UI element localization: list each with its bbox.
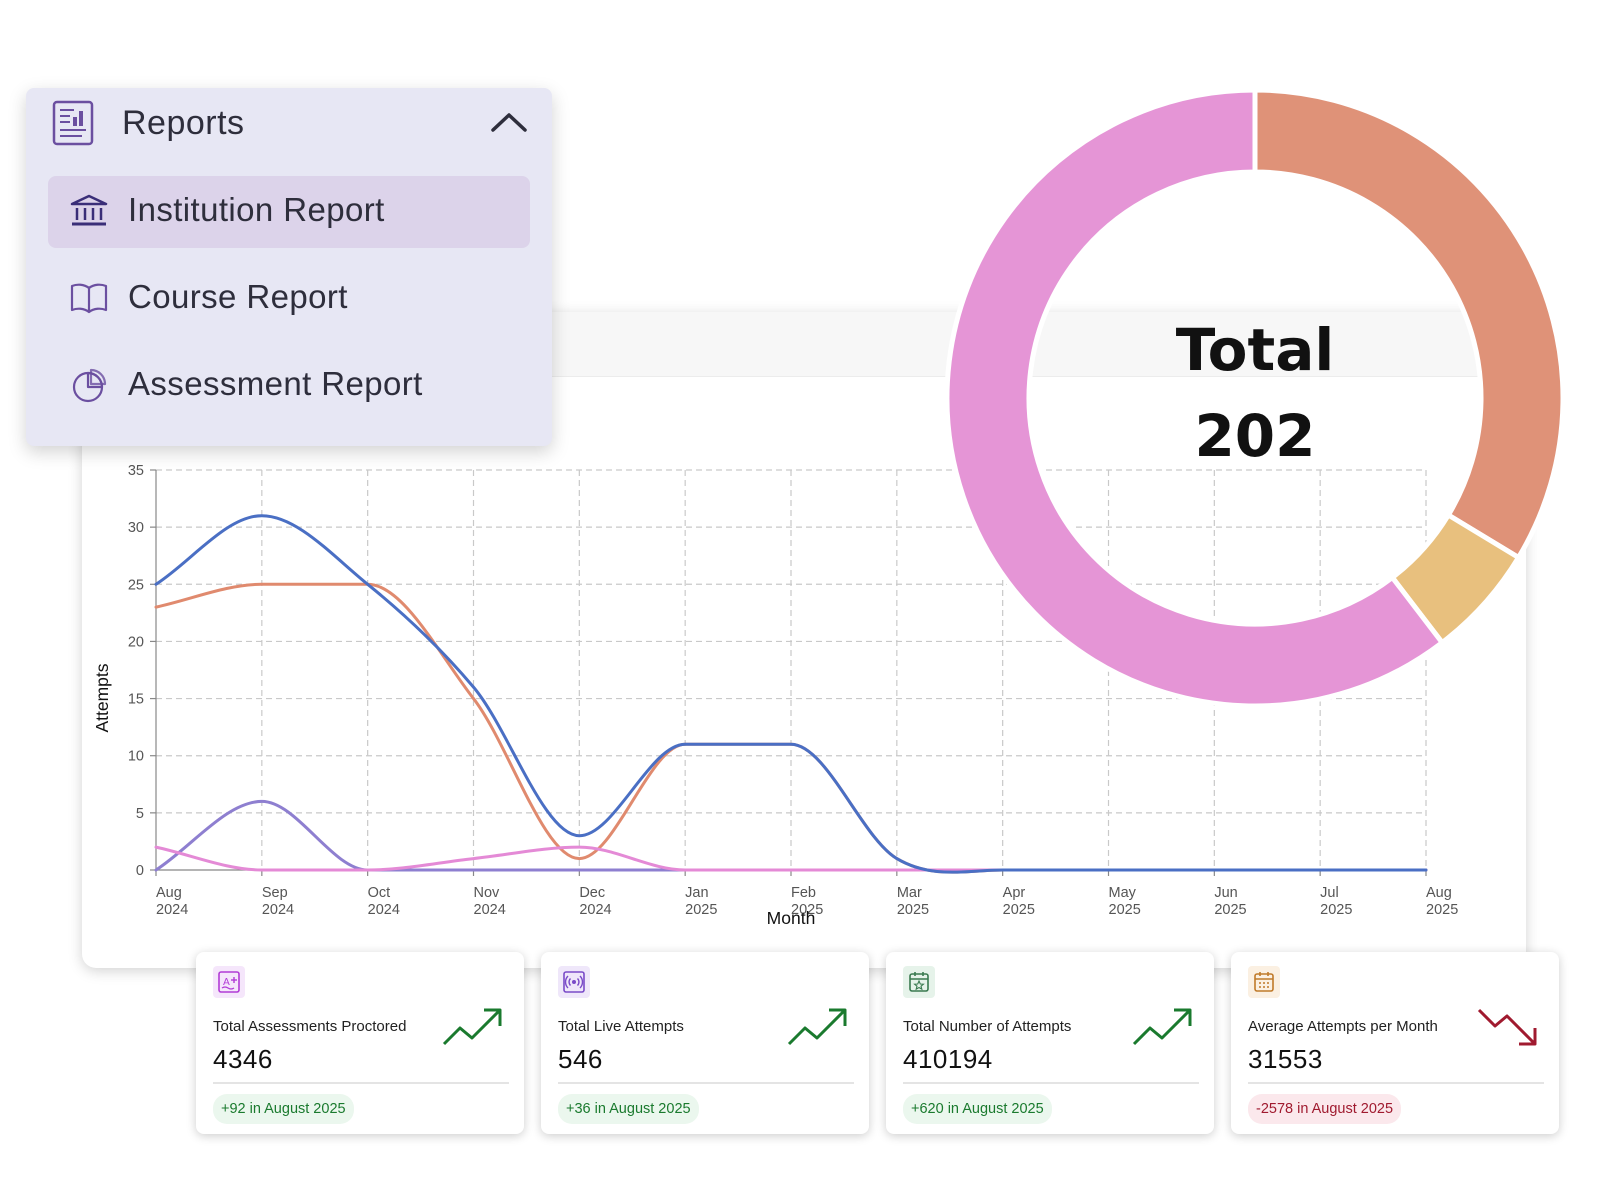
stat-card-average-attempts[interactable]: Average Attempts per Month 31553 -2578 i… [1231, 952, 1559, 1134]
donut-slice-2 [945, 88, 1446, 708]
card-divider [558, 1082, 854, 1084]
card-value: 546 [558, 1044, 603, 1074]
card-value: 31553 [1248, 1044, 1323, 1074]
card-title: Total Assessments Proctored [213, 1018, 407, 1035]
card-title: Total Number of Attempts [903, 1018, 1072, 1035]
x-tick-label: Jul 2025 [1320, 885, 1352, 918]
x-tick-label: Aug 2025 [1426, 885, 1458, 918]
y-tick-label: 25 [128, 577, 144, 593]
y-tick-label: 30 [128, 520, 144, 536]
card-title: Average Attempts per Month [1248, 1018, 1438, 1035]
card-divider [903, 1082, 1199, 1084]
x-axis-title: Month [767, 908, 816, 928]
stat-card-assessments-proctored[interactable]: A Total Assessments Proctored 4346 +92 i… [196, 952, 524, 1134]
calendar-star-icon [903, 966, 935, 998]
menu-item-course-report[interactable]: Course Report [48, 263, 530, 335]
grade-certificate-icon: A [213, 966, 245, 998]
book-open-icon [70, 281, 108, 320]
donut-slice-0 [1252, 88, 1565, 561]
x-tick-label: Apr 2025 [1003, 885, 1035, 918]
x-tick-label: Aug 2024 [156, 885, 188, 918]
trend-up-icon [1132, 1006, 1194, 1053]
y-tick-label: 0 [136, 863, 144, 879]
y-tick-label: 10 [128, 749, 144, 765]
trend-up-icon [442, 1006, 504, 1053]
attempts-line-chart: 0 5 10 15 20 25 30 35 Aug 2024 Sep 2024 Oct 2024 Nov 20… [92, 463, 1458, 928]
x-tick-label: Oct 2024 [368, 885, 400, 918]
card-title: Total Live Attempts [558, 1018, 684, 1035]
y-tick-label: 5 [136, 806, 144, 822]
card-delta-badge: +620 in August 2025 [903, 1094, 1052, 1124]
donut-center-label: Total [1176, 316, 1334, 384]
card-delta-badge: +92 in August 2025 [213, 1094, 354, 1124]
x-tick-label: Mar 2025 [897, 885, 929, 918]
x-tick-label: Jun 2025 [1214, 885, 1246, 918]
series-line-3 [154, 514, 1428, 874]
card-divider [213, 1082, 509, 1084]
reports-menu-title: Reports [122, 104, 245, 142]
total-donut-chart: Total 202 [945, 88, 1565, 708]
x-tick-label: Nov 2024 [474, 885, 506, 918]
x-tick-label: Sep 2024 [262, 885, 294, 918]
report-document-icon [52, 100, 94, 151]
card-delta-badge: -2578 in August 2025 [1248, 1094, 1402, 1124]
svg-text:A: A [223, 977, 230, 988]
trend-down-icon [1477, 1006, 1539, 1053]
y-tick-label: 35 [128, 463, 144, 479]
menu-item-label: Course Report [128, 278, 348, 315]
reports-menu-header[interactable]: Reports [26, 88, 552, 160]
y-tick-label: 20 [128, 634, 144, 650]
menu-item-label: Institution Report [128, 191, 385, 228]
card-divider [1248, 1082, 1544, 1084]
menu-item-institution-report[interactable]: Institution Report [48, 176, 530, 248]
chevron-up-icon[interactable] [490, 110, 528, 139]
x-tick-label: Dec 2024 [579, 885, 611, 918]
calendar-grid-icon [1248, 966, 1280, 998]
stat-card-total-attempts[interactable]: Total Number of Attempts 410194 +620 in … [886, 952, 1214, 1134]
x-tick-label: May 2025 [1109, 885, 1141, 918]
card-delta-badge: +36 in August 2025 [558, 1094, 699, 1124]
stat-card-live-attempts[interactable]: Total Live Attempts 546 +36 in August 20… [541, 952, 869, 1134]
menu-item-label: Assessment Report [128, 365, 423, 402]
broadcast-icon [558, 966, 590, 998]
card-value: 410194 [903, 1044, 993, 1074]
menu-item-assessment-report[interactable]: Assessment Report [48, 350, 530, 422]
x-tick-label: Jan 2025 [685, 885, 717, 918]
y-tick-label: 15 [128, 692, 144, 708]
card-value: 4346 [213, 1044, 273, 1074]
reports-menu: Reports Institution Report [26, 88, 552, 446]
pie-chart-icon [70, 368, 108, 409]
y-axis-title: Attempts [92, 663, 112, 732]
donut-center-value: 202 [1194, 402, 1315, 470]
trend-up-icon [787, 1006, 849, 1053]
x-tick-label: Feb 2025 [791, 885, 823, 918]
institution-icon [70, 194, 108, 233]
